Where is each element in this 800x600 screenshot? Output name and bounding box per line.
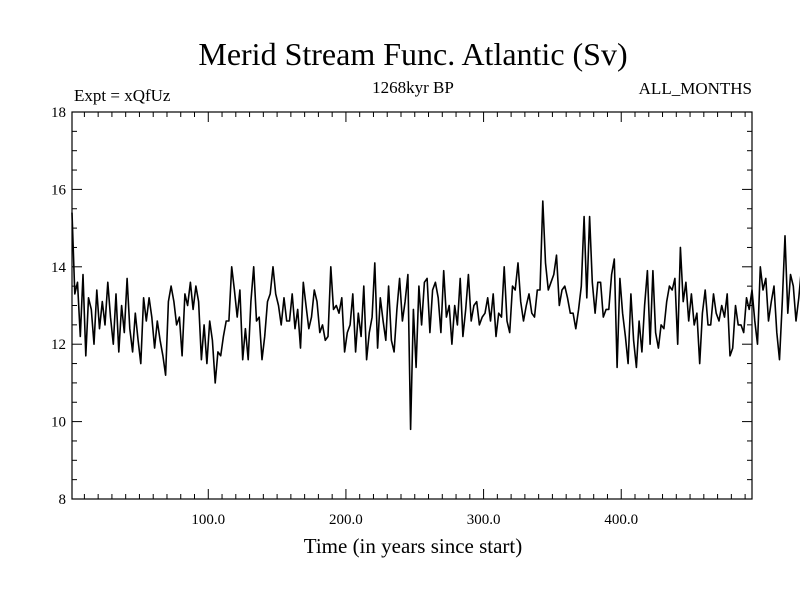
y-tick-labels: 8 10 12 14 16 18 [51, 105, 67, 508]
x-tick-label: 300.0 [467, 512, 501, 528]
y-tick-label: 10 [51, 415, 66, 431]
experiment-label: Expt = xQfUz [74, 86, 171, 105]
y-tick-label: 18 [51, 105, 66, 121]
x-tick-labels: 100.0 200.0 300.0 400.0 [191, 512, 638, 528]
y-tick-label: 14 [51, 260, 67, 276]
y-tick-label: 16 [51, 182, 67, 198]
x-tick-label: 100.0 [191, 512, 225, 528]
y-tick-label: 8 [59, 492, 67, 508]
x-axis-label: Time (in years since start) [304, 534, 523, 558]
x-tick-label: 400.0 [604, 512, 638, 528]
chart-title: Merid Stream Func. Atlantic (Sv) [198, 36, 627, 72]
period-label: ALL_MONTHS [639, 79, 752, 98]
y-tick-label: 12 [51, 337, 66, 353]
chart-subtitle: 1268kyr BP [372, 78, 454, 97]
x-tick-label: 200.0 [329, 512, 363, 528]
series-line [71, 200, 800, 431]
